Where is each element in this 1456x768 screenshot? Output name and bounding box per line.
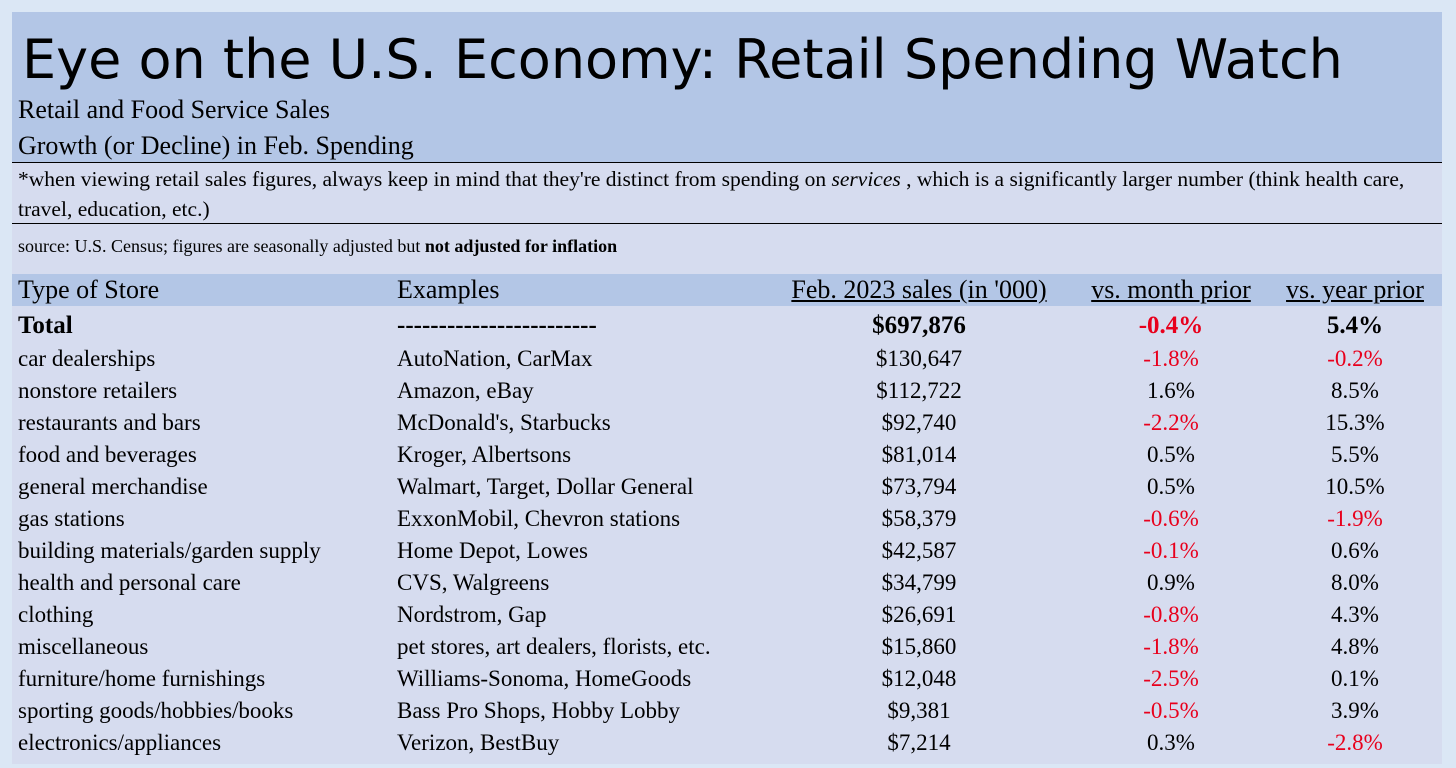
- cell-vs-year-prior: 5.5%: [1331, 442, 1379, 467]
- table-header-band: [12, 274, 1442, 306]
- cell-vs-month-prior: -1.8%: [1143, 634, 1199, 659]
- cell-vs-year-prior: 4.8%: [1331, 634, 1379, 659]
- cell-sales: $92,740: [881, 410, 957, 435]
- cell-store-type: electronics/appliances: [18, 730, 222, 755]
- cell-store-type: sporting goods/hobbies/books: [18, 698, 294, 723]
- cell-store-type: furniture/home furnishings: [18, 666, 266, 691]
- total-cell-vs-month-prior: -0.4%: [1138, 312, 1204, 339]
- cell-vs-year-prior: 0.1%: [1331, 666, 1379, 691]
- cell-vs-month-prior: 0.5%: [1147, 474, 1195, 499]
- cell-sales: $73,794: [881, 474, 957, 499]
- source-text: source: U.S. Census; figures are seasona…: [18, 236, 425, 256]
- retail-spending-panel: Eye on the U.S. Economy: Retail Spending…: [12, 12, 1442, 764]
- subtitle-line-1: Retail and Food Service Sales: [18, 95, 330, 124]
- cell-sales: $34,799: [881, 570, 957, 595]
- header-vs-year-prior: vs. year prior: [1286, 275, 1424, 304]
- note-text-end: , which is a significantly larger number…: [18, 167, 1405, 221]
- source-note: source: U.S. Census; figures are seasona…: [18, 234, 617, 258]
- cell-store-type: restaurants and bars: [18, 410, 201, 435]
- cell-store-type: clothing: [18, 602, 94, 627]
- header-vs-month-prior: vs. month prior: [1091, 275, 1251, 304]
- services-note: *when viewing retail sales figures, alwa…: [18, 164, 1418, 224]
- cell-vs-year-prior: 10.5%: [1325, 474, 1385, 499]
- cell-examples: Verizon, BestBuy: [397, 730, 560, 755]
- cell-sales: $112,722: [876, 378, 962, 403]
- total-cell-store-type: Total: [18, 312, 73, 339]
- cell-vs-year-prior: 0.6%: [1331, 538, 1379, 563]
- cell-vs-month-prior: 0.9%: [1147, 570, 1195, 595]
- cell-vs-year-prior: -0.2%: [1327, 346, 1383, 371]
- cell-examples: CVS, Walgreens: [397, 570, 550, 595]
- cell-vs-month-prior: -2.2%: [1143, 410, 1199, 435]
- cell-examples: ExxonMobil, Chevron stations: [397, 506, 681, 531]
- title-banner: Eye on the U.S. Economy: Retail Spending…: [12, 12, 1442, 162]
- cell-examples: AutoNation, CarMax: [397, 346, 593, 371]
- cell-vs-year-prior: 3.9%: [1331, 698, 1379, 723]
- cell-sales: $130,647: [875, 346, 963, 371]
- cell-examples: Home Depot, Lowes: [397, 538, 588, 563]
- header-type-of-store: Type of Store: [18, 275, 160, 304]
- cell-vs-year-prior: 4.3%: [1331, 602, 1379, 627]
- cell-store-type: gas stations: [18, 506, 125, 531]
- note-text-start: *when viewing retail sales figures, alwa…: [18, 167, 832, 191]
- cell-sales: $12,048: [881, 666, 957, 691]
- cell-examples: pet stores, art dealers, florists, etc.: [397, 634, 711, 659]
- cell-vs-month-prior: -0.1%: [1143, 538, 1199, 563]
- cell-examples: McDonald's, Starbucks: [397, 410, 611, 435]
- cell-sales: $81,014: [881, 442, 957, 467]
- cell-vs-year-prior: 15.3%: [1325, 410, 1385, 435]
- cell-sales: $58,379: [881, 506, 957, 531]
- note-emphasis: services: [831, 167, 901, 191]
- cell-sales: $7,214: [887, 730, 951, 755]
- cell-store-type: miscellaneous: [18, 634, 149, 659]
- cell-examples: Walmart, Target, Dollar General: [397, 474, 694, 499]
- total-cell-vs-year-prior: 5.4%: [1326, 312, 1384, 339]
- cell-store-type: health and personal care: [18, 570, 241, 595]
- total-cell-examples: ------------------------: [397, 312, 597, 339]
- cell-sales: $9,381: [887, 698, 951, 723]
- cell-vs-month-prior: 0.5%: [1147, 442, 1195, 467]
- cell-sales: $26,691: [881, 602, 957, 627]
- cell-examples: Williams-Sonoma, HomeGoods: [397, 666, 692, 691]
- cell-vs-month-prior: -1.8%: [1143, 346, 1199, 371]
- cell-store-type: nonstore retailers: [18, 378, 178, 403]
- cell-vs-month-prior: -0.5%: [1143, 698, 1199, 723]
- cell-store-type: building materials/garden supply: [18, 538, 321, 563]
- cell-vs-year-prior: -1.9%: [1327, 506, 1383, 531]
- cell-examples: Kroger, Albertsons: [397, 442, 572, 467]
- cell-sales: $15,860: [881, 634, 957, 659]
- divider-middle: [12, 223, 1442, 224]
- cell-store-type: food and beverages: [18, 442, 197, 467]
- page-title: Eye on the U.S. Economy: Retail Spending…: [22, 28, 1343, 91]
- header-examples: Examples: [397, 275, 500, 304]
- divider-top: [12, 162, 1442, 163]
- cell-store-type: general merchandise: [18, 474, 208, 499]
- cell-vs-month-prior: -0.6%: [1143, 506, 1199, 531]
- cell-vs-month-prior: -0.8%: [1143, 602, 1199, 627]
- cell-store-type: car dealerships: [18, 346, 156, 371]
- cell-vs-year-prior: -2.8%: [1327, 730, 1383, 755]
- cell-vs-year-prior: 8.0%: [1331, 570, 1379, 595]
- source-bold-text: not adjusted for inflation: [424, 236, 618, 256]
- cell-vs-month-prior: -2.5%: [1143, 666, 1199, 691]
- subtitle-line-2: Growth (or Decline) in Feb. Spending: [18, 131, 414, 160]
- header-sales: Feb. 2023 sales (in '000): [791, 275, 1047, 304]
- cell-examples: Bass Pro Shops, Hobby Lobby: [397, 698, 681, 723]
- total-cell-sales: $697,876: [872, 312, 966, 339]
- cell-vs-month-prior: 0.3%: [1147, 730, 1195, 755]
- cell-examples: Amazon, eBay: [397, 378, 534, 403]
- cell-examples: Nordstrom, Gap: [397, 602, 547, 627]
- cell-sales: $42,587: [881, 538, 957, 563]
- cell-vs-year-prior: 8.5%: [1331, 378, 1379, 403]
- cell-vs-month-prior: 1.6%: [1147, 378, 1195, 403]
